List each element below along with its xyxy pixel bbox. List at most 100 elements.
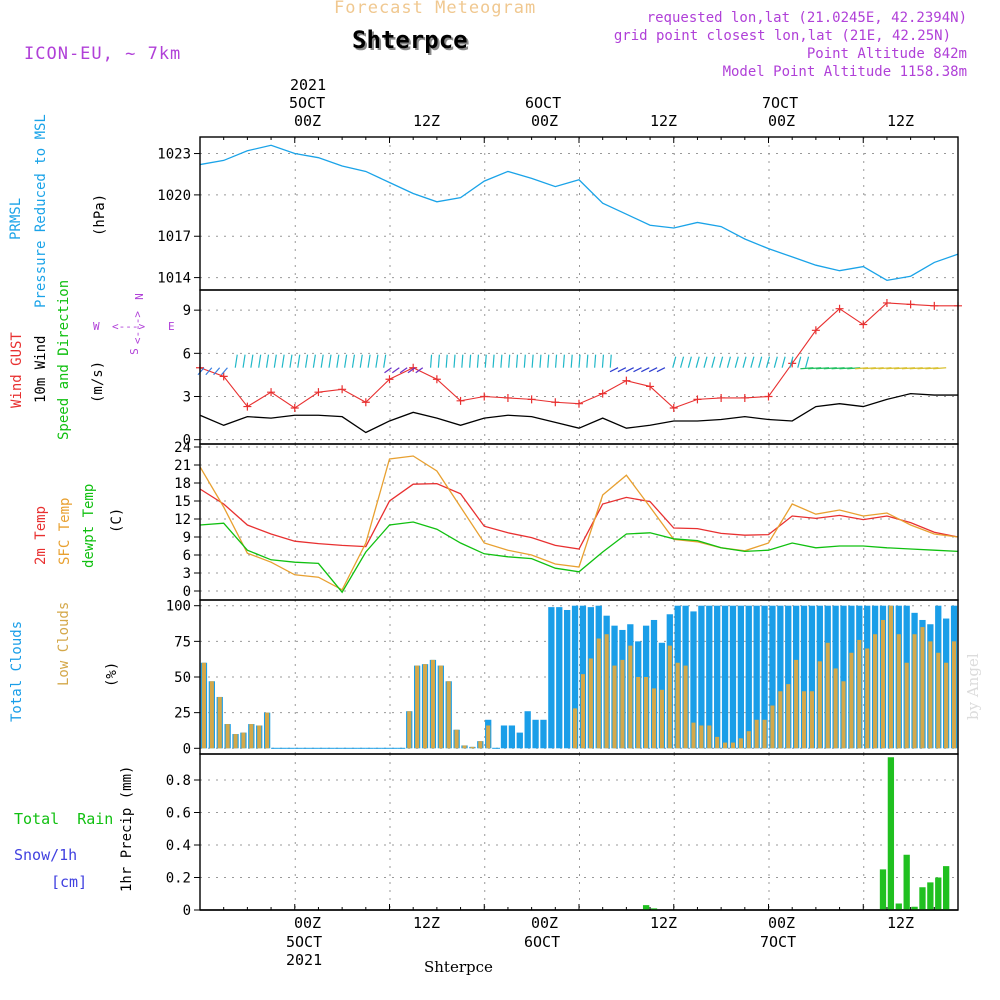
model-altitude: Model Point Altitude 1158.38m [722,64,967,80]
y-tick-label: 3 [183,390,191,406]
y-tick-label: 0 [183,741,191,757]
wind-direction-arrow [273,354,277,368]
chart-title: Forecast Meteogram [334,0,537,18]
wind-direction-arrow [648,367,658,373]
low-cloud-bar [225,724,230,749]
low-cloud-bar [762,719,767,749]
low-cloud-bar [588,658,593,749]
y-tick-label: 18 [174,476,191,492]
total-cloud-bar [745,605,752,749]
wind-direction-arrow [789,356,794,368]
gust-marker [219,372,228,381]
rain-bar [650,908,658,910]
low-cloud-bar [825,642,830,749]
y-tick-label: 0 [183,584,191,600]
low-cloud-bar [904,662,909,749]
gust-marker [906,300,915,309]
low-cloud-bar [896,634,901,749]
low-cloud-bar [857,639,862,749]
wind-direction-arrow [429,354,433,368]
low-cloud-bar [707,725,712,749]
total-cloud-bar [500,725,508,749]
wind-direction-arrow [407,367,416,374]
wind-direction-arrow [515,354,519,368]
wind-10m-line [199,392,958,434]
wind-direction-arrow [415,367,424,374]
top-day-5oct: 5OCT [289,94,326,112]
wind-direction-arrow [197,367,205,376]
y-tick-label: 9 [183,530,191,546]
low-cloud-bar [486,725,491,749]
total-cloud-bar [714,605,721,749]
total-cloud-bar [808,605,816,749]
gust-marker [527,395,536,404]
wind-direction-arrow [711,356,716,368]
total-cloud-bar [777,605,784,749]
wind-direction-arrow [531,354,534,368]
bottom-day-6oct: 6OCT [524,933,561,951]
gust-marker [811,326,820,335]
y-tick-label: 12 [174,512,191,528]
low-cloud-bar [620,659,625,749]
low-cloud-bar [778,691,783,749]
low-cloud-bar [746,731,751,749]
low-cloud-bar [651,688,657,749]
wind-direction-arrow [344,354,348,368]
wind-direction-arrow [367,354,371,368]
wind-direction-arrow [461,354,464,368]
wind-direction-arrow [797,356,802,368]
total-cloud-bar [698,605,705,749]
low-cloud-bar [415,665,420,749]
low-cloud-bar [217,696,222,749]
rain-bar [887,757,895,910]
top-hour-5: 12Z [887,112,915,130]
wind-direction-arrow [641,367,650,373]
low-cloud-bar [644,677,649,749]
wind-direction-arrow [304,354,309,368]
rain-bar [919,887,926,910]
total-cloud-bar [540,719,547,749]
gust-marker [740,393,749,402]
wind-direction-arrow [933,367,947,370]
wind-direction-arrow [336,354,340,368]
total-cloud-bar [690,611,697,749]
low-cloud-bar [422,664,428,749]
low-cloud-bar [257,725,262,749]
y-tick-label: 0.2 [166,871,191,887]
wind-direction-arrow [359,354,363,368]
wind-direction-arrow [351,354,356,368]
rain-bar [895,903,902,910]
wind-direction-arrow [734,356,739,368]
total-cloud-bar [800,605,808,749]
point-altitude: Point Altitude 842m [806,46,967,62]
wind-direction-arrow [765,356,771,368]
wind-direction-arrow [391,367,400,374]
temp-dewpoint-line [199,521,959,594]
low-cloud-bar [462,745,467,749]
wind-direction-arrow [453,354,456,368]
gust-marker [503,393,512,402]
total-cloud-bar [729,605,737,749]
wind-direction-arrow [719,356,724,368]
wind-direction-arrow [375,354,379,368]
gust-marker [551,398,560,407]
low-cloud-bar [659,689,664,749]
wind-direction-arrow [265,354,270,368]
low-cloud-bar [683,665,688,749]
total-cloud-bar [508,725,516,749]
total-cloud-bar [650,619,658,749]
bottom-hour-2: 00Z [531,914,559,932]
wind-direction-arrow [617,367,627,373]
wind-direction-arrow [297,354,301,368]
wind-direction-arrow [672,356,677,368]
low-cloud-bar [249,724,254,749]
wind-direction-arrow [570,354,573,368]
y-tick-label: 1017 [157,229,191,245]
low-cloud-bar [723,742,728,749]
top-year: 2021 [290,76,327,94]
wind-direction-arrow [750,356,755,368]
compass-east: E [168,320,175,333]
wind-direction-arrow [539,354,542,368]
total-cloud-bar [556,607,563,749]
low-cloud-bar [667,645,672,749]
